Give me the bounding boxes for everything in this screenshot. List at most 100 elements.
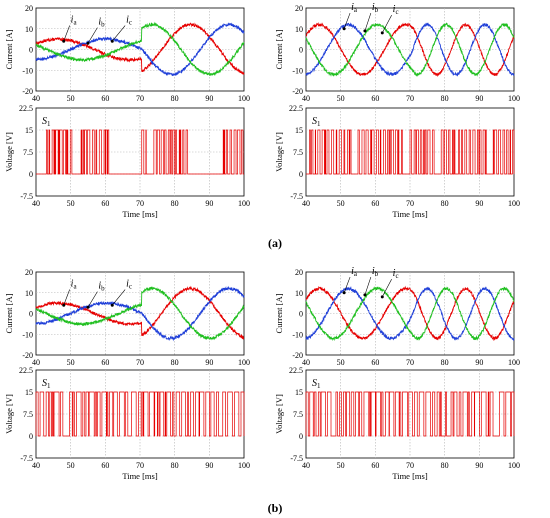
annotation-arrowhead <box>363 293 367 297</box>
y-tick-label: 22.5 <box>19 104 33 113</box>
y-axis-label: Current [A] <box>274 29 284 69</box>
x-tick-label: 90 <box>475 199 483 208</box>
x-tick-label: 80 <box>441 199 449 208</box>
series-line-ic <box>305 286 515 342</box>
x-tick-label: 50 <box>67 94 75 103</box>
series-label-ib: ib <box>372 2 379 14</box>
x-tick-label: 80 <box>171 94 179 103</box>
x-tick-label: 80 <box>171 461 179 470</box>
x-tick-label: 40 <box>32 94 40 103</box>
y-tick-label: 15 <box>25 388 33 397</box>
x-tick-label: 40 <box>32 199 40 208</box>
annotation-leader <box>343 12 351 29</box>
y-tick-label: 20 <box>25 4 33 13</box>
series-line-ib <box>35 285 245 342</box>
series-line-ib <box>305 22 515 77</box>
chart-b-right-current: 40 50 60 70 80 90 100 -20 -10 0 10 20 Current [A] ia i… <box>274 266 520 367</box>
chart-a-right-switch: 40 50 60 70 80 90 100 -7.5 0 7.5 15 22.5 Voltage [V]… <box>274 104 520 219</box>
x-tick-label: 70 <box>406 358 414 367</box>
series-label-s1: S1 <box>42 378 51 390</box>
chart-b-left-switch: 40 50 60 70 80 90 100 -7.5 0 7.5 15 22.5 Voltage [V]… <box>4 366 250 481</box>
x-tick-label: 40 <box>302 94 310 103</box>
x-tick-label: 90 <box>475 461 483 470</box>
series-line-ib <box>305 286 515 342</box>
x-tick-label: 50 <box>337 94 345 103</box>
x-tick-label: 100 <box>238 94 250 103</box>
x-tick-label: 100 <box>238 199 250 208</box>
annotation-leader <box>87 27 98 44</box>
annotation-arrowhead <box>62 39 66 43</box>
x-tick-label: 70 <box>136 199 144 208</box>
annotation-arrowhead <box>380 295 384 299</box>
annotation-leader <box>112 289 126 306</box>
series-line-ic <box>305 22 515 77</box>
series-line-ic <box>35 286 245 341</box>
y-axis-label: Current [A] <box>274 293 284 333</box>
y-tick-label: -10 <box>292 330 303 339</box>
x-tick-label: 70 <box>136 461 144 470</box>
series-label-ic: ic <box>126 279 132 291</box>
y-axis-label: Voltage [V] <box>274 132 284 172</box>
y-axis-label: Current [A] <box>4 293 14 333</box>
y-axis-label: Current [A] <box>4 29 14 69</box>
x-tick-label: 70 <box>406 94 414 103</box>
x-axis-label: Time [ms] <box>122 209 158 219</box>
x-tick-label: 60 <box>101 199 109 208</box>
y-tick-label: -7.5 <box>20 192 33 201</box>
annotation-arrowhead <box>86 305 90 309</box>
y-tick-label: 15 <box>295 126 303 135</box>
series-label-ia: ia <box>351 2 358 14</box>
chart-a-left-current: 40 50 60 70 80 90 100 -20 -10 0 10 20 Current [A] ia i… <box>4 4 250 103</box>
y-tick-label: 0 <box>29 170 33 179</box>
x-tick-label: 60 <box>101 358 109 367</box>
annotation-arrowhead <box>110 303 114 307</box>
x-tick-label: 90 <box>205 94 213 103</box>
x-tick-label: 40 <box>32 461 40 470</box>
y-tick-label: -10 <box>292 66 303 75</box>
x-tick-label: 50 <box>67 358 75 367</box>
y-tick-label: -7.5 <box>20 454 33 463</box>
y-tick-label: 0 <box>29 432 33 441</box>
series-line-ia <box>305 285 515 342</box>
annotation-leader <box>382 15 392 34</box>
series-label-ic: ic <box>393 4 399 16</box>
annotation-leader <box>112 25 126 42</box>
x-tick-label: 60 <box>101 461 109 470</box>
y-axis-label: Voltage [V] <box>4 132 14 172</box>
x-tick-label: 90 <box>205 358 213 367</box>
series-label-ia: ia <box>351 266 358 278</box>
x-tick-label: 50 <box>67 461 75 470</box>
y-tick-label: 20 <box>295 268 303 277</box>
annotation-leader <box>63 25 70 42</box>
y-tick-label: 20 <box>25 268 33 277</box>
series-line-ia <box>305 22 515 78</box>
y-tick-label: 20 <box>295 4 303 13</box>
annotation-arrowhead <box>342 27 346 31</box>
y-tick-label: -20 <box>22 87 33 96</box>
y-tick-label: 22.5 <box>289 366 303 375</box>
x-tick-label: 90 <box>475 94 483 103</box>
x-tick-label: 100 <box>238 358 250 367</box>
x-tick-label: 100 <box>508 199 520 208</box>
annotation-leader <box>87 291 98 308</box>
caption-a: (a) <box>268 236 282 250</box>
x-tick-label: 80 <box>171 199 179 208</box>
switch-pulse-train <box>306 129 515 175</box>
series-label-ia: ia <box>71 279 78 291</box>
annotation-arrowhead <box>62 303 66 307</box>
x-tick-label: 90 <box>475 358 483 367</box>
annotation-arrowhead <box>380 31 384 35</box>
x-tick-label: 70 <box>406 461 414 470</box>
series-label-s1: S1 <box>312 116 321 128</box>
y-tick-label: 7.5 <box>23 148 33 157</box>
x-axis-label: Time [ms] <box>392 209 428 219</box>
x-tick-label: 40 <box>302 358 310 367</box>
x-tick-label: 50 <box>337 199 345 208</box>
chart-a-left-switch: 40 50 60 70 80 90 100 -7.5 0 7.5 15 22.5 Voltage [V]… <box>4 104 250 219</box>
y-axis-label: Voltage [V] <box>4 394 14 434</box>
y-tick-label: 0 <box>299 170 303 179</box>
switch-pulse-train <box>305 391 515 437</box>
annotation-leader <box>382 279 392 298</box>
y-tick-label: 7.5 <box>293 410 303 419</box>
